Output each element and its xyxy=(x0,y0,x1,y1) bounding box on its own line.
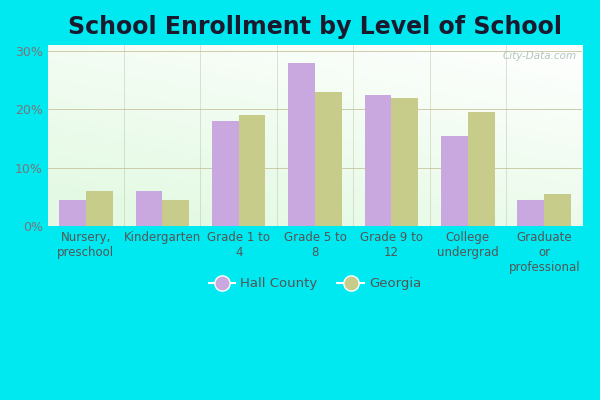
Bar xyxy=(365,95,391,226)
Bar xyxy=(239,115,265,226)
Legend: Hall County, Georgia: Hall County, Georgia xyxy=(203,272,427,296)
Bar xyxy=(212,121,239,226)
Bar xyxy=(163,200,189,226)
Bar xyxy=(86,191,113,226)
Bar xyxy=(441,136,468,226)
Bar xyxy=(517,200,544,226)
Bar xyxy=(136,191,163,226)
Bar xyxy=(468,112,494,226)
Bar xyxy=(391,98,418,226)
Title: School Enrollment by Level of School: School Enrollment by Level of School xyxy=(68,15,562,39)
Bar xyxy=(544,194,571,226)
Bar xyxy=(315,92,342,226)
Bar xyxy=(289,63,315,226)
Bar xyxy=(59,200,86,226)
Text: City-Data.com: City-Data.com xyxy=(503,50,577,60)
